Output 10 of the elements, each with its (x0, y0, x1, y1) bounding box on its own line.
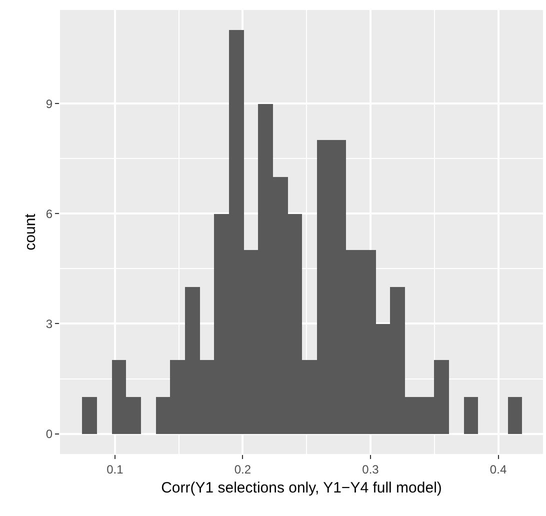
x-tick-label: 0.3 (362, 462, 380, 476)
y-tick-label: 6 (46, 206, 53, 221)
y-axis-title: count (22, 212, 40, 250)
y-tick-label: 9 (46, 96, 53, 111)
x-tick-label: 0.4 (490, 462, 507, 476)
y-tick-label: 0 (46, 427, 53, 442)
x-tick-label: 0.2 (234, 462, 252, 476)
y-tick-label: 3 (46, 316, 53, 331)
x-tick-label: 0.1 (106, 462, 124, 476)
x-axis-title: Corr(Y1 selections only, Y1−Y4 full model) (161, 479, 442, 496)
